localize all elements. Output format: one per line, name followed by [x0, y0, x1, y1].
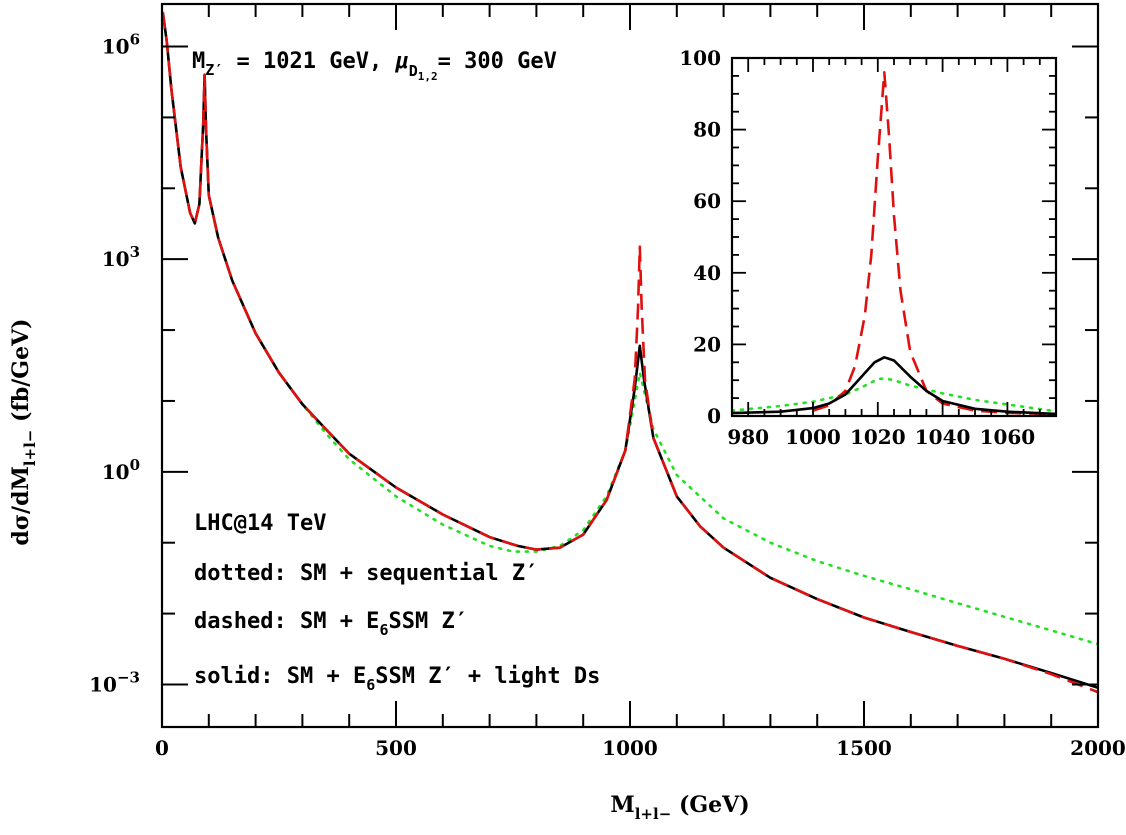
x-tick-label: 2000 [1070, 736, 1126, 760]
annotation-text-sub: 6 [379, 621, 388, 639]
y-tick-base: 10 [102, 460, 130, 484]
y-axis-title: dσ/dMl+l− (fb/GeV) [8, 318, 39, 545]
y-tick-label: 100 [102, 456, 140, 484]
inset-x-tick-label: 1060 [980, 425, 1036, 449]
y-tick-exponent: −3 [117, 668, 140, 686]
annotation-parameters: MZ′ = 1021 GeV, μD1,2= 300 GeV [192, 49, 557, 83]
y-tick-base: 10 [89, 672, 117, 696]
inset-series-line-dotted [732, 377, 1056, 413]
y-axis-title-unit: (fb/GeV) [8, 318, 34, 429]
inset-y-tick-label: 20 [693, 332, 721, 356]
inset-plot: 980 1000 1020 1040 1060 0 20 40 60 80 100 [679, 46, 1058, 449]
inset-y-tick-label: 60 [693, 189, 721, 213]
main-series-group [162, 11, 1098, 694]
annotation-eq2: = 300 GeV [438, 49, 557, 74]
x-tick-label: 500 [375, 736, 417, 760]
annotation-text-pre: dashed: SM + E [194, 609, 379, 634]
annotation-mu-sub: D [409, 62, 418, 80]
inset-series-line-solid [732, 356, 1056, 416]
annotation-m-sub: Z′ [205, 61, 223, 79]
annotation-text-post: SSM Z′ [388, 609, 467, 634]
x-tick-label: 1000 [602, 736, 658, 760]
inset-x-tick-label: 1000 [785, 425, 841, 449]
inset-x-tick-label: 980 [727, 425, 769, 449]
inset-x-tick-label: 1020 [850, 425, 906, 449]
inset-series-line-dashed [812, 71, 1056, 416]
x-axis-title-unit: (GeV) [671, 792, 749, 818]
y-tick-base: 10 [102, 35, 130, 59]
y-tick-exponent: 0 [130, 456, 140, 474]
annotation-text-post: SSM Z′ + light Ds [375, 664, 600, 689]
y-tick-label: 10−3 [89, 668, 140, 696]
inset-x-tick-label: 1040 [915, 425, 971, 449]
annotation-mu: μ [395, 49, 409, 74]
annotation-eq1: = 1021 GeV, [223, 49, 395, 74]
annotation-text: dotted: SM + sequential Z′ [194, 561, 538, 586]
y-tick-exponent: 3 [130, 243, 140, 261]
annotation-line: dashed: SM + E6SSM Z′ [194, 609, 468, 639]
inset-y-tick-label: 80 [693, 118, 721, 142]
series-line-dashed [162, 12, 1098, 694]
annotation-m: M [192, 49, 205, 74]
inset-background [732, 58, 1056, 416]
annotation-line: LHC@14 TeV [194, 511, 326, 536]
annotation-text-sub: 6 [366, 676, 375, 694]
annotation-line: dotted: SM + sequential Z′ [194, 561, 538, 586]
annotation-mu-subsub: 1,2 [418, 70, 438, 83]
inset-series-group [732, 71, 1056, 416]
x-tick-label: 1500 [836, 736, 892, 760]
y-axis-title-main: dσ/dM [8, 466, 34, 545]
annotation-text: LHC@14 TeV [194, 511, 326, 536]
annotation-text-pre: solid: SM + E [194, 664, 366, 689]
y-tick-base: 10 [102, 247, 130, 271]
x-axis-title: Ml+l− (GeV) [610, 792, 749, 823]
inset-y-tick-label: 40 [693, 261, 721, 285]
y-tick-label: 106 [102, 31, 140, 59]
inset-y-tick-label: 100 [679, 46, 721, 70]
annotation-line: solid: SM + E6SSM Z′ + light Ds [194, 664, 600, 694]
x-tick-label: 0 [155, 736, 169, 760]
x-axis-title-main: M [610, 792, 634, 818]
y-axis-title-sub: l+l− [21, 430, 39, 467]
x-axis-title-sub: l+l− [635, 805, 672, 823]
y-tick-label: 103 [102, 243, 140, 271]
inset-y-tick-label: 0 [707, 404, 721, 428]
y-tick-exponent: 6 [130, 31, 140, 49]
